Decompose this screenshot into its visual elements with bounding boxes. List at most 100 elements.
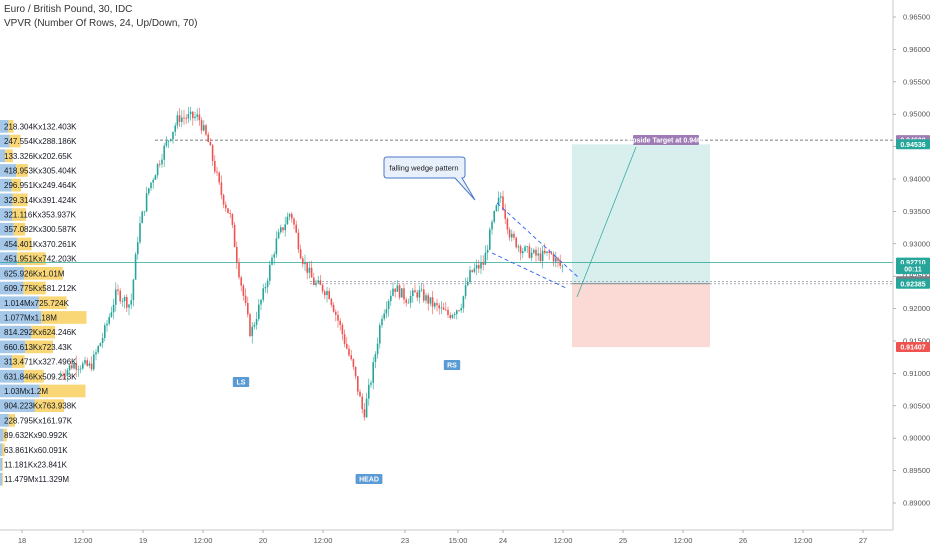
candle [185, 114, 187, 124]
candle [167, 140, 170, 149]
candle [249, 312, 251, 338]
left-shoulder-badge[interactable]: LS [232, 377, 250, 387]
candle-body [299, 249, 302, 259]
price-badge[interactable]: 0.91407 [896, 342, 930, 352]
candle-body [555, 257, 557, 262]
candle [90, 356, 93, 372]
candle [390, 290, 392, 306]
risk-reward-tool[interactable] [572, 144, 710, 348]
candle [194, 111, 196, 122]
volume-down-bar [11, 178, 21, 192]
price-badge[interactable]: 00:11 [896, 264, 930, 275]
volume-row: 218.304Kx132.403K [0, 120, 77, 133]
price-tick-label: 0.90000 [903, 434, 930, 443]
candle-body [469, 270, 471, 282]
candle [321, 284, 324, 294]
candle [271, 254, 273, 266]
volume-row: 133.326Kx202.65K [0, 149, 73, 163]
candle-body [423, 289, 425, 301]
upside-target-label[interactable]: Upside Target at 0.9460 [627, 135, 705, 145]
time-axis[interactable]: 18 12:00 19 12:00 20 12:00 23 15:00 24 12:00 25 12:… [0, 529, 893, 545]
candle-body [154, 175, 157, 180]
candle [381, 315, 383, 329]
candle-body [84, 360, 86, 364]
volume-down-bar [12, 193, 28, 207]
candle-body [535, 249, 537, 256]
volume-down-bar [17, 252, 46, 265]
candle [145, 186, 148, 213]
candle [97, 345, 99, 354]
right-shoulder-badge[interactable]: RS [443, 360, 461, 370]
candle [273, 251, 275, 265]
time-tick-label: 23 [401, 536, 409, 545]
volume-up-bar [0, 340, 26, 354]
time-tick-label: 12:00 [674, 536, 693, 545]
volume-down-bar [24, 369, 44, 383]
volume-row-label: 814.292Kx624.246K [4, 328, 77, 337]
candlestick-series [60, 106, 564, 421]
volume-row: 1.03Mx1.2M [0, 384, 86, 398]
candle [68, 364, 71, 374]
candle-body [453, 314, 456, 315]
wedge-upper-line[interactable] [496, 202, 579, 278]
candle-body [260, 299, 262, 305]
time-tick-label: 19 [139, 536, 147, 545]
target-projection-line[interactable] [576, 146, 637, 298]
candle-body [255, 319, 258, 325]
volume-up-bar [0, 164, 17, 177]
price-tick-label: 0.92500 [903, 272, 930, 281]
candle-body [220, 182, 223, 195]
candle [328, 288, 330, 300]
candle [541, 245, 544, 269]
candle [308, 261, 311, 279]
candle [269, 260, 271, 285]
candle-body [412, 290, 414, 296]
volume-row: 451.951Kx742.203K [0, 252, 77, 265]
candle [66, 367, 69, 382]
candle [365, 392, 368, 418]
price-axis[interactable]: 0.965000.960000.955000.950000.945000.940… [892, 0, 932, 530]
profit-zone[interactable] [572, 144, 710, 284]
candle-body [383, 313, 385, 319]
candle-body [381, 318, 383, 326]
candle [394, 288, 396, 298]
candle [502, 190, 504, 212]
candle [229, 209, 231, 219]
stop-loss-zone[interactable] [572, 283, 710, 348]
candle [374, 351, 377, 369]
price-badge-text: 0.92710 [900, 260, 925, 267]
candle [71, 360, 73, 370]
candle-body [181, 117, 183, 122]
candle-body [73, 363, 75, 369]
head-badge[interactable]: HEAD [355, 474, 383, 484]
volume-row-label: 454.401Kx370.261K [4, 240, 77, 249]
volume-up-bar [0, 458, 2, 471]
volume-row-label: 1.014Mx725.724K [4, 299, 70, 308]
candle [337, 310, 339, 328]
candle [75, 355, 77, 377]
candle [552, 251, 555, 267]
candle [489, 227, 491, 251]
candle [537, 247, 539, 261]
price-badge[interactable]: 0.92385 [896, 278, 930, 289]
volume-up-bar [0, 443, 3, 457]
candle-body [374, 354, 377, 362]
price-badge[interactable]: 0.94536 [896, 139, 930, 150]
candle [451, 313, 454, 319]
falling-wedge-callout[interactable]: falling wedge pattern [383, 156, 476, 201]
volume-up-bar [0, 237, 18, 251]
candle [286, 212, 289, 225]
volume-down-bar [17, 237, 32, 251]
candle-body [471, 270, 473, 272]
candle [77, 365, 80, 377]
candle-body [266, 280, 269, 288]
candle-body [365, 398, 368, 418]
candle-body [148, 188, 150, 194]
volume-row: 660.613Kx723.43K [0, 340, 73, 354]
candle [354, 366, 357, 380]
volume-row: 329.314Kx391.424K [0, 193, 77, 207]
candle [134, 252, 137, 280]
candle-body [64, 375, 66, 377]
drawings[interactable]: Upside Target at 0.9460 falling wedge pat… [232, 135, 705, 484]
